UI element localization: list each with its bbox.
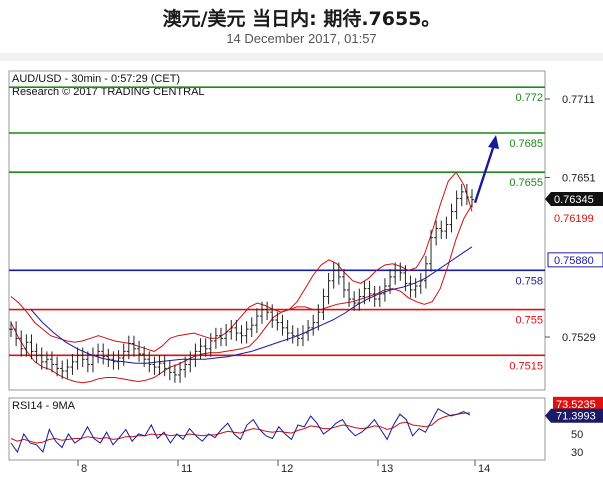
rsi-ma-badge-bg bbox=[553, 396, 603, 410]
level-label-1: 0.7685 bbox=[509, 138, 543, 150]
page-date: 14 December 2017, 01:57 bbox=[226, 31, 377, 46]
x-tick-label-0: 8 bbox=[81, 463, 87, 475]
projection-arrow-line bbox=[473, 144, 496, 204]
rsi-ma-value: 73.5235 bbox=[556, 399, 596, 411]
rsi-tick-1: 50 bbox=[571, 429, 583, 441]
level-label-5: 0.7515 bbox=[509, 360, 543, 372]
header-separator bbox=[0, 53, 603, 61]
level-label-2: 0.7655 bbox=[509, 177, 543, 189]
rsi-value: 71.3993 bbox=[556, 411, 596, 423]
x-tick-label-1: 11 bbox=[181, 463, 192, 475]
arrow-layer bbox=[473, 135, 499, 204]
x-ticks: 8 11 12 13 14 bbox=[77, 460, 490, 475]
lower-band bbox=[10, 204, 473, 384]
x-tick-label-2: 12 bbox=[281, 463, 293, 475]
rsi-panel-frame bbox=[8, 397, 546, 461]
chart-info-line2: Research © 2017 TRADING CENTRAL bbox=[12, 86, 205, 98]
projection-arrow-head bbox=[488, 135, 499, 149]
page-title: 澳元/美元 当日内: 期待.7655。 bbox=[162, 8, 441, 30]
rsi-tick-2: 30 bbox=[571, 447, 583, 459]
rsi-value-badge-bg bbox=[545, 408, 603, 423]
previous-level-label: 0.76199 bbox=[554, 213, 594, 225]
price-tick-label-1: 0.7651 bbox=[562, 172, 596, 184]
price-tick-label-2: 0.7529 bbox=[562, 332, 596, 344]
current-price-badge-bg bbox=[545, 192, 603, 207]
levels-layer: 0.772 0.7685 0.7655 0.758 0.755 0.7515 bbox=[9, 86, 545, 372]
blue-level-badge-bg bbox=[547, 252, 603, 268]
chart-info-line1: AUD/USD - 30min - 0:57:29 (CET) bbox=[12, 73, 180, 85]
level-label-4: 0.755 bbox=[515, 315, 543, 327]
rsi-line bbox=[10, 408, 471, 454]
current-price-badge: 0.76345 bbox=[554, 194, 594, 206]
rsi-ma-line bbox=[10, 412, 471, 444]
level-label-0: 0.772 bbox=[515, 92, 543, 104]
price-panel-frame bbox=[8, 70, 546, 391]
axis-layer: 0.7711 0.7651 0.7529 0.76345 0.76199 0.75880 bbox=[545, 94, 603, 344]
x-tick-label-4: 14 bbox=[478, 463, 490, 475]
moving-average bbox=[30, 246, 473, 364]
blue-level-label: 0.75880 bbox=[554, 255, 594, 267]
x-tick-label-3: 13 bbox=[381, 463, 393, 475]
price-layer bbox=[9, 184, 474, 383]
rsi-label: RSI14 - 9MA bbox=[12, 400, 76, 412]
price-tick-label-0: 0.7711 bbox=[562, 94, 595, 106]
level-label-3: 0.758 bbox=[515, 275, 543, 287]
